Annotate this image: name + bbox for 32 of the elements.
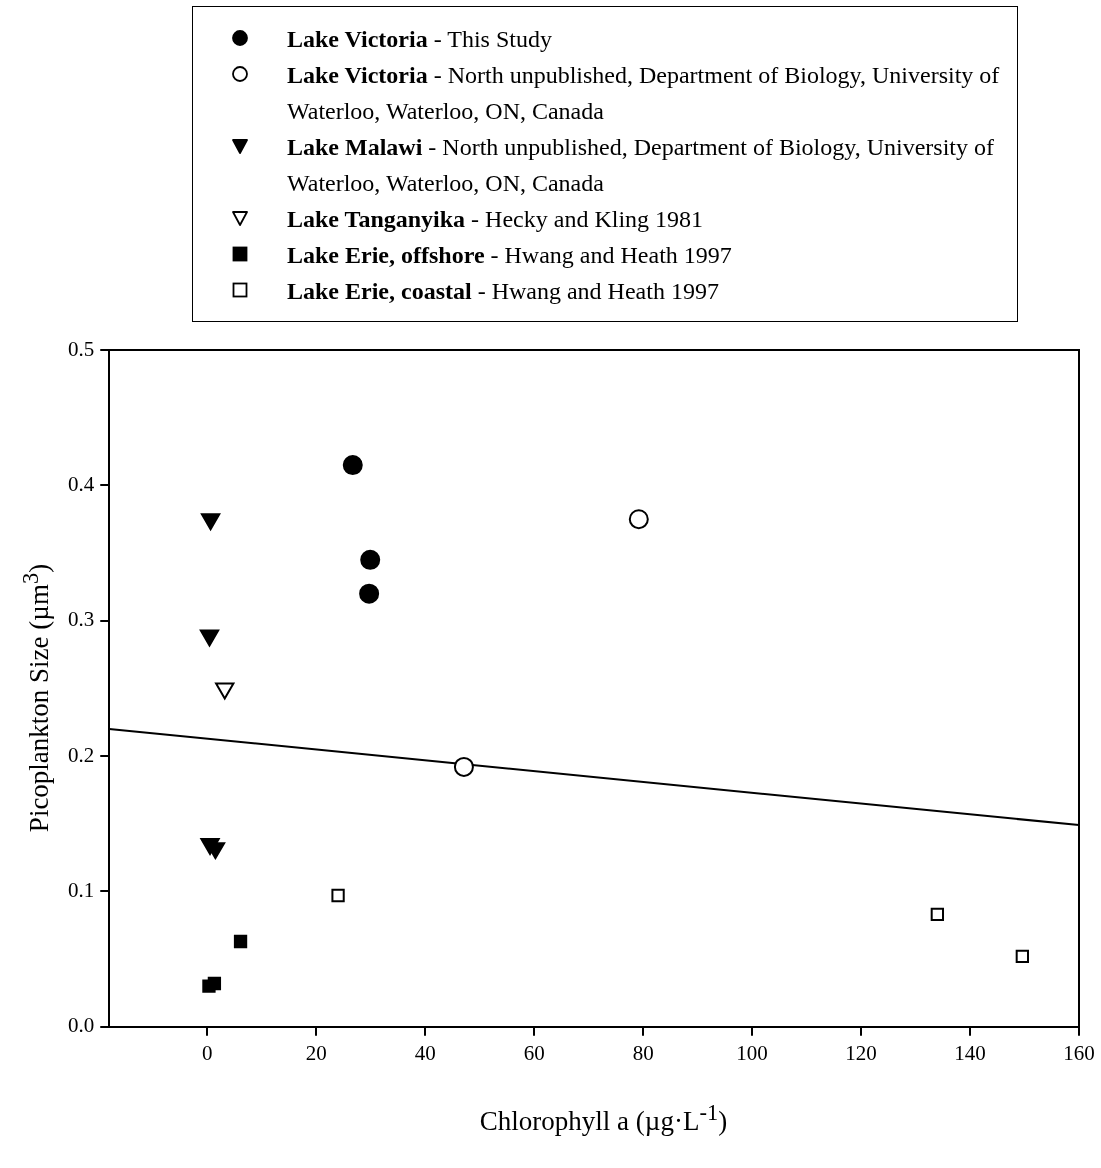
x-axis-title: Chlorophyll a (µg·L$^{-1}$) [478, 1100, 729, 1137]
legend-label: Lake Erie, coastal - Hwang and Heath 1997 [287, 278, 719, 304]
legend-label: Lake Victoria - This Study [287, 26, 552, 52]
x-tick-label: 140 [954, 1040, 986, 1065]
y-tick-label: 0.5 [68, 336, 95, 361]
point [359, 583, 380, 604]
legend-label: Lake Erie, offshore - Hwang and Heath 1997 [287, 242, 732, 268]
x-tick-label: 0 [202, 1040, 213, 1065]
point [453, 756, 474, 777]
y-tick-label: 0.3 [68, 607, 95, 632]
point [233, 934, 248, 949]
x-tick-label: 20 [305, 1040, 327, 1065]
x-tick-label: 40 [414, 1040, 436, 1065]
point [342, 455, 363, 476]
point [360, 549, 381, 570]
y-tick-label: 0.4 [68, 471, 95, 496]
x-tick-label: 80 [632, 1040, 654, 1065]
point [331, 888, 345, 903]
y-tick-label: 0.2 [68, 742, 95, 767]
y-tick-label: 0.0 [68, 1013, 95, 1038]
point [930, 907, 945, 922]
x-tick-label: 100 [736, 1040, 768, 1065]
x-tick-label: 60 [523, 1040, 545, 1065]
point [207, 976, 222, 991]
point [1015, 949, 1029, 964]
legend-label: Lake Victoria - North unpublished, Department of Biology, University of Waterloo, Waterloo, ON, Canada [287, 62, 1000, 124]
x-tick-label: 120 [845, 1040, 877, 1065]
x-tick-label: 160 [1063, 1040, 1095, 1065]
legend-label: Lake Malawi - North unpublished, Department of Biology, University of Waterloo, Waterloo, ON, Canada [287, 134, 995, 196]
point [628, 509, 649, 530]
y-tick-label: 0.1 [68, 877, 95, 902]
legend-label: Lake Tanganyika - Hecky and Kling 1981 [287, 206, 704, 232]
